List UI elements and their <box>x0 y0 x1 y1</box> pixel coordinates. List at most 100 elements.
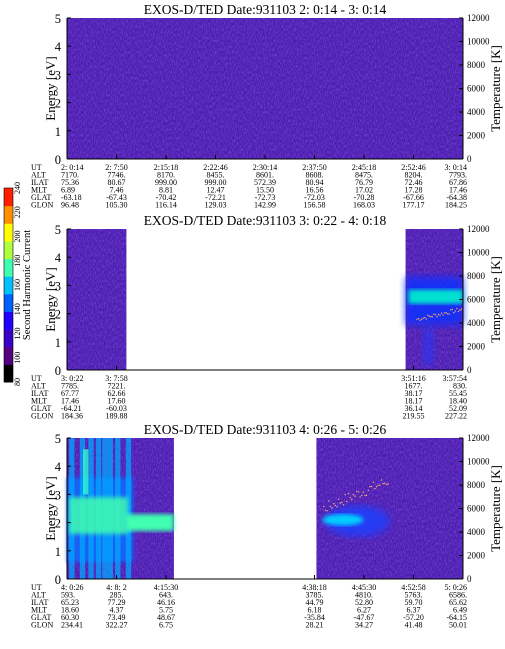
ephemeris-value: 322.27 <box>106 621 128 630</box>
cyan-band <box>322 514 364 526</box>
temperature-point <box>446 313 449 315</box>
ephemeris-value: 7.46 <box>110 186 124 195</box>
ephemeris-value: -72.21 <box>205 193 226 202</box>
ephemeris-value: 17.46 <box>449 186 467 195</box>
temperature-point <box>454 310 457 312</box>
ephemeris-value: 168.03 <box>353 201 375 210</box>
colorbar-tick-label: 240 <box>13 182 22 194</box>
colorbar-tick-label: 80 <box>13 378 22 386</box>
temperature-point <box>336 506 338 508</box>
temperature-point <box>372 481 374 483</box>
ephemeris-value: 3: 0:22 <box>61 374 83 383</box>
ephemeris-value: -67.43 <box>106 193 127 202</box>
ephemeris-value: 4: 0:26 <box>61 583 83 592</box>
colorbar-cell <box>4 346 13 365</box>
ephemeris-label: UT <box>31 163 42 172</box>
temperature-point <box>416 318 418 320</box>
ephemeris-label: ILAT <box>31 178 48 187</box>
ephemeris-value: 52.09 <box>449 404 467 413</box>
ephemeris-label: ALT <box>31 591 46 600</box>
segment-texture <box>67 229 127 370</box>
colorbar-cell <box>4 329 13 348</box>
ephemeris-value: -35.84 <box>304 613 325 622</box>
temperature-point <box>341 501 343 504</box>
ephemeris-value: -64.38 <box>446 193 467 202</box>
ephemeris-label: UT <box>31 374 42 383</box>
temperature-point <box>448 313 450 315</box>
temperature-point <box>332 503 335 505</box>
ephemeris-value: 18.60 <box>61 606 79 615</box>
temperature-point <box>419 319 421 321</box>
ephemeris-value: 593. <box>61 591 75 600</box>
temperature-point <box>324 509 327 511</box>
colorbar-tick-label: 180 <box>13 255 22 267</box>
temperature-point <box>361 494 363 497</box>
ephemeris-value: 8455. <box>207 171 225 180</box>
temperature-point <box>334 504 337 507</box>
ephemeris-value: 572.39 <box>254 178 276 187</box>
ephemeris-label: GLON <box>31 201 53 210</box>
ephemeris-value: 3785. <box>306 591 324 600</box>
ephemeris-label: GLAT <box>31 193 52 202</box>
ephemeris-value: 6.27 <box>357 606 371 615</box>
temperature-point <box>422 317 424 319</box>
left-tick-label: 0 <box>55 153 61 167</box>
temperature-point <box>349 496 351 499</box>
ephemeris-label: ILAT <box>31 598 48 607</box>
ephemeris-label: GLAT <box>31 404 52 413</box>
temperature-point <box>430 315 432 318</box>
temperature-point <box>357 491 360 493</box>
ephemeris-value: 52.80 <box>355 598 373 607</box>
colorbar-cell <box>4 240 13 260</box>
temperature-point <box>326 510 328 512</box>
ephemeris-value: 156.58 <box>304 201 326 210</box>
temperature-point <box>424 316 426 319</box>
left-tick-label: 1 <box>55 125 61 139</box>
temperature-point <box>439 314 441 316</box>
ephemeris-value: 129.03 <box>205 201 227 210</box>
colorbar-label: Second Harmonic Current <box>22 230 33 340</box>
ephemeris-value: 8601. <box>256 171 274 180</box>
right-tick-label: 6000 <box>467 295 486 305</box>
ephemeris-value: 4:38:18 <box>302 583 326 592</box>
temperature-point <box>437 313 440 316</box>
ephemeris-value: 6.37 <box>407 606 421 615</box>
ephemeris-value: 2:37:50 <box>302 163 326 172</box>
right-tick-label: 8000 <box>467 480 486 490</box>
ephemeris-value: 2: 7:50 <box>105 163 127 172</box>
ephemeris-value: 16.56 <box>306 186 324 195</box>
ephemeris-value: 28.21 <box>306 621 324 630</box>
vertical-streak <box>125 438 132 579</box>
ephemeris-value: 17.02 <box>355 186 373 195</box>
data-segment <box>405 229 463 370</box>
right-tick-label: 12000 <box>467 224 490 234</box>
left-tick-label: 5 <box>55 432 61 446</box>
ephemeris-value: 60.30 <box>61 613 79 622</box>
data-segment <box>67 18 463 159</box>
ephemeris-value: 76.79 <box>355 178 373 187</box>
left-tick-label: 5 <box>55 12 61 26</box>
right-tick-label: 4000 <box>467 318 486 328</box>
ephemeris-value: 6.18 <box>308 606 322 615</box>
temperature-point <box>331 507 333 509</box>
right-tick-label: 12000 <box>467 433 490 443</box>
ephemeris-value: 65.23 <box>61 598 79 607</box>
ephemeris-value: 8.81 <box>159 186 173 195</box>
ephemeris-value: 177.17 <box>403 201 425 210</box>
ephemeris-value: 73.49 <box>108 613 126 622</box>
temperature-point <box>377 484 379 486</box>
ephemeris-value: 105.30 <box>106 201 128 210</box>
temperature-point <box>342 504 345 506</box>
ephemeris-value: 38.17 <box>405 389 423 398</box>
ephemeris-label: GLON <box>31 621 53 630</box>
temperature-point <box>365 494 368 496</box>
right-tick-label: 0 <box>467 365 472 375</box>
temperature-point <box>460 308 463 310</box>
temperature-point <box>347 492 350 495</box>
ephemeris-value: 65.62 <box>449 598 467 607</box>
left-tick-label: 4 <box>55 460 62 474</box>
right-tick-label: 10000 <box>467 37 490 47</box>
temperature-point <box>359 496 361 498</box>
